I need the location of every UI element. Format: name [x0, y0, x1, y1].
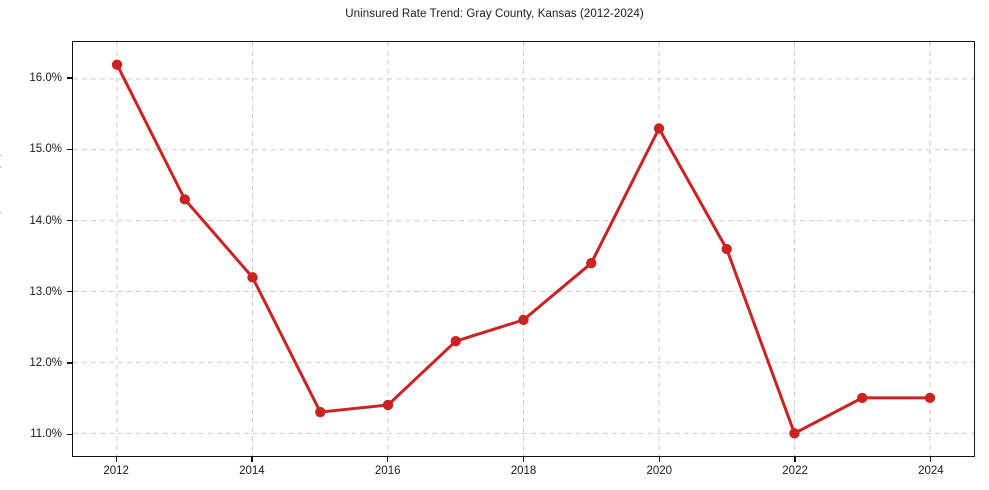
- data-point-marker: 2024: 11.5%: [924, 392, 936, 404]
- x-tick-mark: [251, 457, 253, 462]
- data-point-marker: 2012: 16.2%: [111, 59, 123, 70]
- data-series-layer: 2012: 16.2% 2013: 14.3% 2014: 13.2% 2015: 1…: [111, 59, 936, 439]
- y-axis-tick-marks: [62, 41, 72, 457]
- y-tick-label: 12.0%: [29, 356, 62, 369]
- x-tick-label: 2022: [782, 465, 808, 477]
- y-tick-mark: [67, 433, 72, 435]
- y-tick-label: 14.0%: [29, 214, 62, 227]
- data-point-marker: 2016: 11.4%: [382, 399, 394, 411]
- x-tick-label: 2014: [239, 465, 265, 477]
- x-tick-mark: [115, 457, 117, 462]
- x-tick-label: 2020: [646, 465, 673, 477]
- data-point-marker: 2013: 14.3%: [179, 194, 190, 205]
- y-tick-mark: [67, 77, 72, 79]
- x-tick-mark: [522, 457, 525, 462]
- data-point-marker: 2020: 15.3%: [653, 123, 665, 134]
- y-tick-label: 15.0%: [29, 143, 62, 156]
- x-axis-tick-labels: 2012 2014 2016 2018 2020 2022 2024: [72, 457, 975, 487]
- x-tick-label: 2024: [918, 465, 944, 477]
- x-tick-mark: [658, 457, 660, 462]
- data-point-marker: 2018: 12.6%: [518, 314, 529, 326]
- x-tick-mark: [930, 457, 932, 462]
- data-point-marker: 2022: 11%: [789, 428, 800, 439]
- x-tick-mark: [794, 457, 796, 462]
- y-tick-mark: [67, 362, 72, 364]
- y-tick-label: 11.0%: [30, 428, 62, 441]
- x-tick-mark: [387, 457, 389, 462]
- x-tick-label: 2012: [103, 465, 129, 477]
- x-tick-label: 2016: [374, 465, 401, 477]
- x-axis-tick-marks: [72, 457, 975, 467]
- y-tick-label: 13.0%: [29, 285, 62, 298]
- data-point-marker: 2023: 11.5%: [857, 392, 868, 404]
- data-point-marker: 2014: 13.2%: [247, 272, 258, 283]
- y-tick-label: 16.0%: [29, 72, 62, 85]
- y-tick-mark: [67, 219, 72, 222]
- grid-lines: [73, 42, 974, 456]
- data-point-marker: 2019: 13.4%: [586, 258, 597, 269]
- plot-area: 2012: 16.2% 2013: 14.3% 2014: 13.2% 2015: 1…: [72, 41, 975, 457]
- y-axis-tick-labels: 11.0% 12.0% 13.0% 14.0% 15.0% 16.0%: [0, 41, 62, 457]
- y-tick-mark: [67, 291, 72, 293]
- chart-title: Uninsured Rate Trend: Gray County, Kansa…: [345, 8, 644, 20]
- x-tick-label: 2018: [510, 465, 537, 477]
- y-tick-mark: [67, 148, 72, 150]
- data-point-marker: 2017: 12.3%: [450, 335, 461, 347]
- data-point-marker: 2015: 11.3%: [315, 406, 326, 418]
- data-point-marker: 2021: 13.6%: [721, 243, 732, 255]
- data-line: [115, 63, 932, 435]
